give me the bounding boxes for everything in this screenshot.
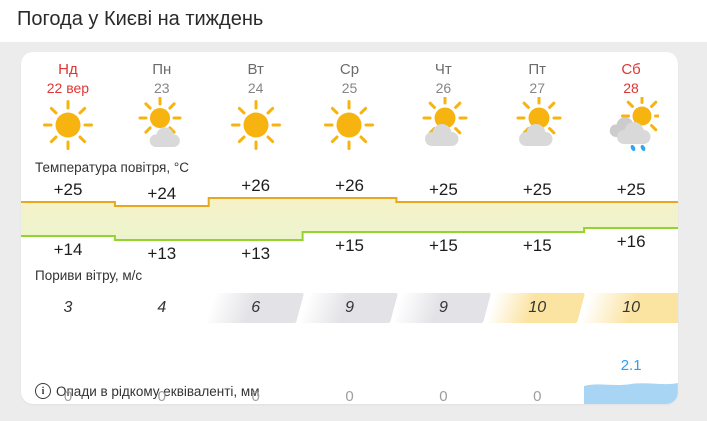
temperature-band <box>21 198 678 240</box>
high-temp-value: +24 <box>147 184 177 203</box>
precipitation-label: Опади в рідкому еквіваленті, мм <box>56 383 260 399</box>
precip-value: 0 <box>533 388 542 404</box>
wind-value: 6 <box>251 299 261 316</box>
widget-title: Погода у Києві на тиждень <box>17 8 264 30</box>
low-temp-line <box>21 227 678 241</box>
low-temp-value: +13 <box>241 244 271 263</box>
sun-icon <box>209 96 303 154</box>
wind-label: Пориви вітру, м/с <box>35 268 143 283</box>
day-name: Нд <box>58 61 78 78</box>
low-temp-value: +16 <box>616 232 646 251</box>
day-date: 22 вер <box>46 79 90 96</box>
sun-cloud-small-icon <box>115 96 209 154</box>
precipitation-label-row: i Опади в рідкому еквіваленті, мм <box>35 383 260 399</box>
precip-value: 0 <box>439 388 448 404</box>
day-date: 24 <box>247 79 264 96</box>
day-date: 23 <box>153 79 170 96</box>
sun-cloud-icon <box>396 96 490 154</box>
wind-value: 3 <box>63 299 73 316</box>
high-temp-value: +25 <box>522 180 552 199</box>
temperature-label: Температура повітря, °C <box>35 160 190 175</box>
precip-value-highlight: 2.1 <box>620 357 642 374</box>
info-icon[interactable]: i <box>35 383 51 399</box>
day-date: 28 <box>623 79 639 96</box>
low-temp-value: +15 <box>335 236 364 255</box>
day-name: Пн <box>152 61 172 78</box>
icons-row <box>21 96 678 154</box>
day-column-Нд: Нд 22 вер <box>21 61 115 97</box>
sun-icon <box>303 96 397 154</box>
wind-band: 3 4 6 9 9 10 10 <box>21 293 678 323</box>
low-temp-value: +15 <box>522 236 552 255</box>
day-column-Пт: Пт 27 <box>490 61 584 97</box>
forecast-card: Нд 22 вер Пн 23 Вт 24 Ср 25 Чт 26 Пт 27 Сб 28 Темпера… <box>21 52 678 404</box>
day-column-Чт: Чт 26 <box>396 61 490 97</box>
day-column-Ср: Ср 25 <box>303 61 397 97</box>
precip-bar <box>584 380 678 404</box>
precip-value: 0 <box>251 388 260 404</box>
wind-value: 4 <box>157 299 167 316</box>
precipitation-row: 0 0 0 0 0 0 2.1 <box>21 352 678 404</box>
day-column-Сб: Сб 28 <box>584 61 678 97</box>
high-temp-value: +25 <box>429 180 458 199</box>
day-date: 27 <box>529 79 545 96</box>
day-date: 26 <box>435 79 452 96</box>
sun-cloud-icon <box>490 96 584 154</box>
day-name: Сб <box>621 61 641 78</box>
days-row: Нд 22 вер Пн 23 Вт 24 Ср 25 Чт 26 Пт 27 Сб 28 <box>21 61 678 97</box>
precip-value: 0 <box>345 388 354 404</box>
high-temp-value: +26 <box>241 176 271 195</box>
day-name: Пт <box>528 61 547 78</box>
low-temp-value: +15 <box>429 236 458 255</box>
temperature-chart: +25 +24 +26 +26 +25 +25 +25 +14 +13 +13 +15 +15 +15 +… <box>21 172 678 272</box>
sun-icon <box>21 96 115 154</box>
wind-value: 10 <box>528 299 547 316</box>
low-temp-value: +13 <box>147 244 177 263</box>
day-date: 25 <box>341 79 358 96</box>
high-temp-value: +26 <box>335 176 364 195</box>
low-temp-value: +14 <box>53 240 83 259</box>
wind-value: 10 <box>622 299 641 316</box>
page-header: Погода у Києві на тиждень <box>0 0 707 42</box>
day-column-Пн: Пн 23 <box>115 61 209 97</box>
day-name: Чт <box>434 61 452 78</box>
precip-value: 0 <box>157 388 167 404</box>
precip-value: 0 <box>63 388 73 404</box>
wind-value: 9 <box>438 299 448 316</box>
high-temp-value: +25 <box>616 180 646 199</box>
high-temp-value: +25 <box>53 180 83 199</box>
wind-value: 9 <box>345 299 355 316</box>
day-name: Вт <box>247 61 264 78</box>
sun-cloud-rain-icon <box>584 96 678 154</box>
day-name: Ср <box>339 61 360 78</box>
day-column-Вт: Вт 24 <box>209 61 303 97</box>
high-temp-line <box>21 197 678 207</box>
